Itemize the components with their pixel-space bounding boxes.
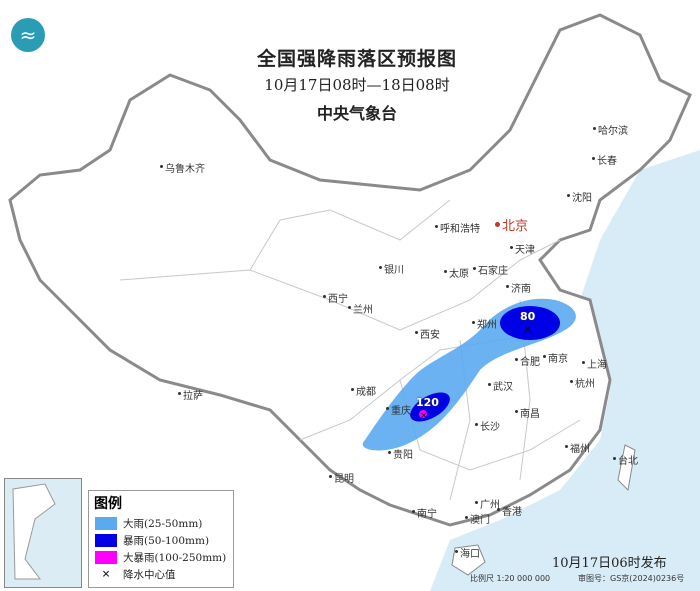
- city-label: 郑州: [472, 316, 497, 331]
- city-label: 长沙: [475, 418, 500, 433]
- map-number: 审图号：GS京(2024)0236号: [578, 574, 685, 583]
- legend: 图例 大雨(25-50mm) 暴雨(50-100mm) 大暴雨(100-250m…: [88, 490, 234, 588]
- city-label: 乌鲁木齐: [160, 160, 205, 175]
- city-label: 西宁: [323, 290, 348, 305]
- cross-icon: ×: [101, 568, 111, 580]
- city-label: 呼和浩特: [435, 220, 480, 235]
- city-label: 香港: [497, 503, 522, 518]
- city-label: 拉萨: [178, 387, 203, 402]
- city-label: 合肥: [515, 353, 540, 368]
- rain-center-value: 80: [520, 310, 536, 323]
- city-label: 天津: [510, 241, 535, 256]
- city-label: 上海: [582, 356, 607, 371]
- taiwan: [617, 444, 636, 492]
- city-label: 南宁: [412, 505, 437, 520]
- rain-center-mark: ×: [420, 411, 428, 421]
- legend-item-rainstorm: 暴雨(50-100mm): [95, 532, 233, 549]
- legend-item-center-value: × 降水中心值: [95, 566, 233, 583]
- city-label: 长春: [592, 152, 617, 167]
- city-label: 武汉: [488, 378, 513, 393]
- agency-name: 中央气象台: [316, 104, 397, 123]
- map-title: 全国强降雨落区预报图: [256, 48, 457, 70]
- rain-center-mark: ×: [524, 325, 532, 335]
- rainstorm-area-north: [500, 306, 560, 340]
- south-china-sea-inset: [4, 478, 82, 588]
- city-label: 哈尔滨: [593, 122, 628, 137]
- city-label: 石家庄: [473, 262, 508, 277]
- sea: [430, 150, 700, 591]
- city-label: 台北: [613, 452, 638, 467]
- city-label: 北京: [494, 215, 528, 234]
- severe-rainstorm-area: [419, 410, 427, 418]
- city-label: 成都: [351, 383, 376, 398]
- city-label: 杭州: [570, 375, 595, 390]
- scale-text: 比例尺 1:20 000 000: [470, 574, 551, 583]
- legend-item-severe-rainstorm: 大暴雨(100-250mm): [95, 549, 233, 566]
- city-label: 广州: [475, 496, 500, 511]
- legend-title: 图例: [94, 496, 122, 512]
- city-label: 南昌: [515, 405, 540, 420]
- city-label: 昆明: [329, 470, 354, 485]
- city-label: 太原: [444, 265, 469, 280]
- city-label: 南京: [543, 350, 568, 365]
- city-label: 澳门: [465, 511, 490, 526]
- city-label: 贵阳: [388, 446, 413, 461]
- issue-time: 10月17日06时发布: [552, 556, 667, 571]
- city-label: 福州: [565, 440, 590, 455]
- city-label: 重庆: [386, 402, 411, 417]
- legend-item-heavy-rain: 大雨(25-50mm): [95, 515, 233, 532]
- hainan: [451, 544, 486, 576]
- cma-logo: ≈: [11, 18, 45, 52]
- forecast-period: 10月17日08时—18日08时: [264, 76, 450, 94]
- china-outline: [8, 13, 692, 527]
- city-label: 济南: [506, 280, 531, 295]
- rain-center-value: 120: [416, 396, 439, 409]
- city-label: 兰州: [348, 301, 373, 316]
- city-label: 西安: [415, 326, 440, 341]
- city-label: 银川: [379, 261, 404, 276]
- city-label: 海口: [455, 545, 480, 560]
- city-label: 沈阳: [567, 189, 592, 204]
